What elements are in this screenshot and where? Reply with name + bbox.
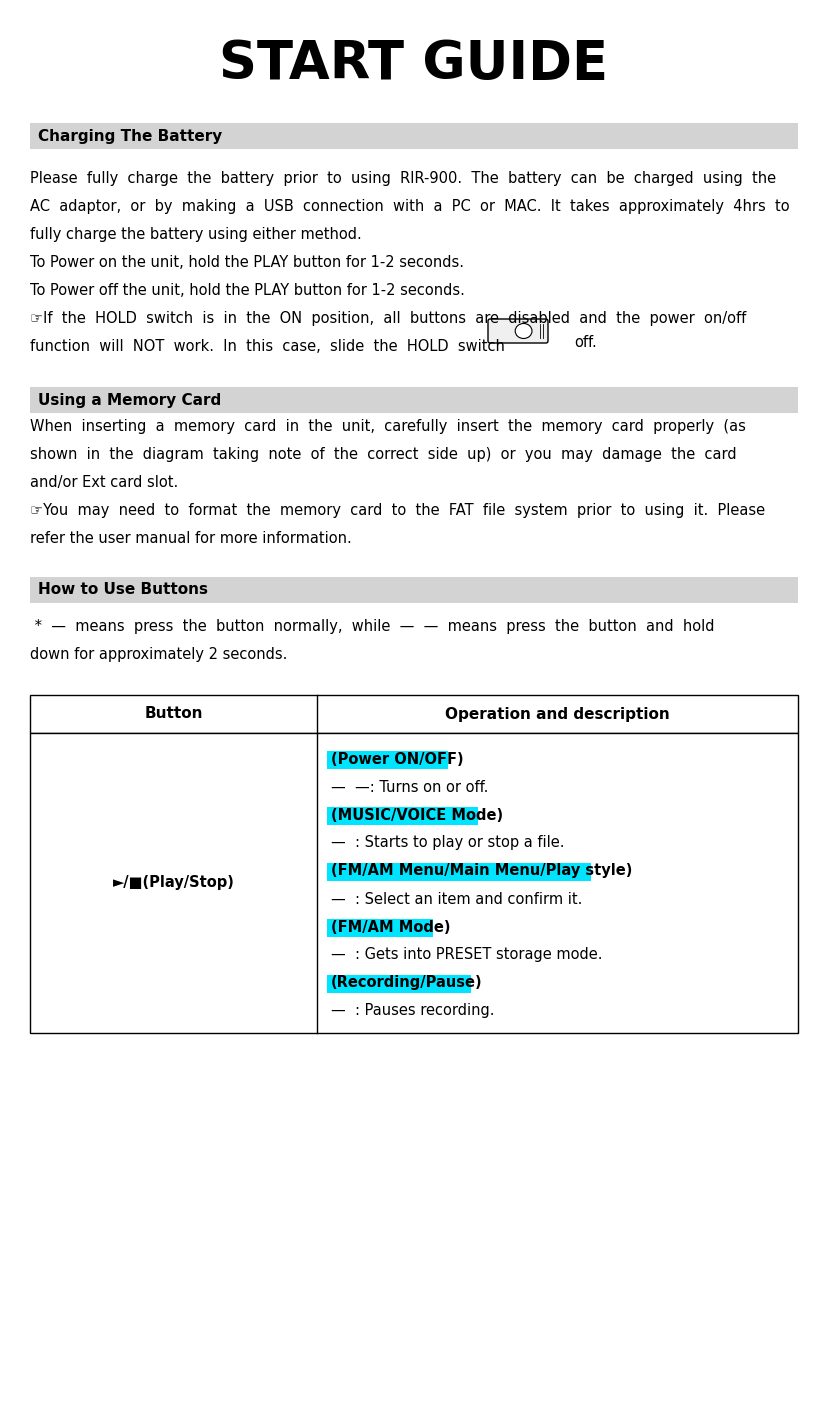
FancyBboxPatch shape: [30, 578, 797, 603]
Text: (FM/AM Mode): (FM/AM Mode): [331, 919, 450, 935]
FancyBboxPatch shape: [30, 123, 797, 150]
Text: off.: off.: [573, 335, 596, 350]
Text: Operation and description: Operation and description: [445, 706, 669, 722]
Text: —  : Select an item and confirm it.: — : Select an item and confirm it.: [331, 891, 581, 907]
Text: —  —: Turns on or off.: — —: Turns on or off.: [331, 779, 488, 795]
Text: When  inserting  a  memory  card  in  the  unit,  carefully  insert  the  memory: When inserting a memory card in the unit…: [30, 419, 745, 433]
FancyBboxPatch shape: [30, 695, 797, 733]
Ellipse shape: [514, 323, 532, 339]
Text: —  : Pauses recording.: — : Pauses recording.: [331, 1004, 494, 1018]
Text: refer the user manual for more information.: refer the user manual for more informati…: [30, 531, 351, 546]
Text: fully charge the battery using either method.: fully charge the battery using either me…: [30, 227, 361, 241]
FancyBboxPatch shape: [327, 919, 433, 938]
FancyBboxPatch shape: [327, 808, 477, 825]
Text: (Recording/Pause): (Recording/Pause): [331, 976, 482, 990]
FancyBboxPatch shape: [30, 387, 797, 412]
Text: Using a Memory Card: Using a Memory Card: [38, 393, 221, 408]
Text: down for approximately 2 seconds.: down for approximately 2 seconds.: [30, 647, 287, 662]
Text: ☞You  may  need  to  format  the  memory  card  to  the  FAT  file  system  prio: ☞You may need to format the memory card …: [30, 503, 764, 518]
Text: *  —  means  press  the  button  normally,  while  —  —  means  press  the  butt: * — means press the button normally, whi…: [30, 618, 714, 634]
Text: Please  fully  charge  the  battery  prior  to  using  RIR-900.  The  battery  c: Please fully charge the battery prior to…: [30, 171, 775, 186]
FancyBboxPatch shape: [30, 733, 797, 1034]
Text: ►/■(Play/Stop): ►/■(Play/Stop): [112, 875, 234, 891]
Text: and/or Ext card slot.: and/or Ext card slot.: [30, 474, 178, 490]
Text: To Power off the unit, hold the PLAY button for 1-2 seconds.: To Power off the unit, hold the PLAY but…: [30, 282, 464, 298]
FancyBboxPatch shape: [487, 319, 547, 343]
Text: (MUSIC/VOICE Mode): (MUSIC/VOICE Mode): [331, 808, 503, 823]
Text: (FM/AM Menu/Main Menu/Play style): (FM/AM Menu/Main Menu/Play style): [331, 864, 632, 878]
Text: Charging The Battery: Charging The Battery: [38, 128, 222, 144]
Text: AC  adaptor,  or  by  making  a  USB  connection  with  a  PC  or  MAC.  It  tak: AC adaptor, or by making a USB connectio…: [30, 199, 789, 215]
Text: How to Use Buttons: How to Use Buttons: [38, 583, 208, 597]
FancyBboxPatch shape: [327, 863, 590, 881]
Text: Button: Button: [144, 706, 203, 722]
Text: START GUIDE: START GUIDE: [219, 38, 608, 90]
Text: —  : Gets into PRESET storage mode.: — : Gets into PRESET storage mode.: [331, 947, 602, 963]
Text: (Power ON/OFF): (Power ON/OFF): [331, 751, 463, 767]
Text: To Power on the unit, hold the PLAY button for 1-2 seconds.: To Power on the unit, hold the PLAY butt…: [30, 256, 463, 270]
Text: function  will  NOT  work.  In  this  case,  slide  the  HOLD  switch: function will NOT work. In this case, sl…: [30, 339, 504, 354]
Text: —  : Starts to play or stop a file.: — : Starts to play or stop a file.: [331, 836, 564, 850]
FancyBboxPatch shape: [327, 976, 470, 993]
Text: ☞If  the  HOLD  switch  is  in  the  ON  position,  all  buttons  are  disabled : ☞If the HOLD switch is in the ON positio…: [30, 311, 745, 326]
Text: shown  in  the  diagram  taking  note  of  the  correct  side  up)  or  you  may: shown in the diagram taking note of the …: [30, 448, 736, 462]
FancyBboxPatch shape: [327, 751, 447, 770]
